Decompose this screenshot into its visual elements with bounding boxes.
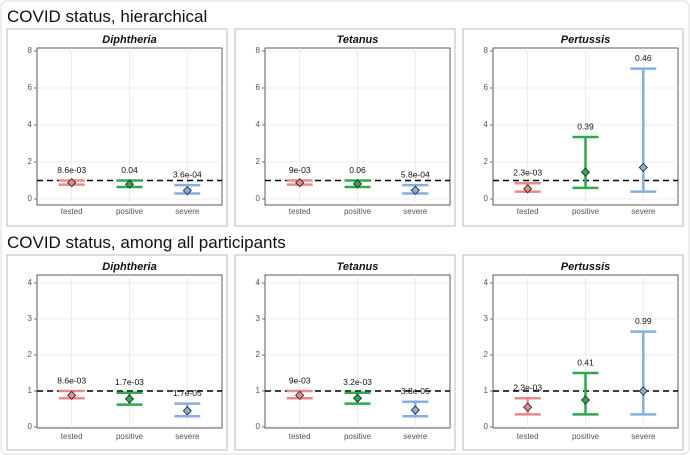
point-estimate [638,386,648,396]
x-tick-label: severe [403,207,428,216]
y-tick-label: 8 [28,46,33,55]
y-tick-label: 8 [256,46,261,55]
point-estimate [410,185,420,195]
x-tick-label: positive [572,432,600,441]
panel-title: Pertussis [561,261,611,273]
p-value-label: 8.6e-03 [57,165,86,175]
x-tick-label: severe [631,207,656,216]
point-estimate [124,179,135,189]
y-tick-label: 2 [484,350,489,359]
panel-title: Diphtheria [102,261,156,273]
p-value-label: 8.6e-03 [57,375,86,385]
x-tick-label: tested [289,207,311,216]
point-estimate [182,406,192,416]
point-estimate [580,167,591,177]
point-estimate [182,186,192,196]
p-value-label: 9e-03 [289,375,311,385]
panel-title: Pertussis [561,34,611,46]
point-estimate [523,184,533,194]
y-tick-label: 4 [256,120,261,129]
y-tick-label: 6 [28,83,33,92]
x-tick-label: tested [517,207,539,216]
y-tick-label: 2 [28,157,33,166]
section-title: COVID status, among all participants [7,233,286,252]
point-estimate [124,394,135,404]
y-tick-label: 3 [256,314,261,323]
point-estimate [295,178,305,188]
y-tick-label: 6 [256,83,261,92]
y-tick-label: 2 [256,350,261,359]
p-value-label: 1.7e-03 [115,377,144,387]
y-tick-label: 0 [28,194,33,203]
point-estimate [352,179,363,189]
y-tick-label: 8 [484,46,489,55]
p-value-label: 0.04 [121,165,138,175]
p-value-label: 0.06 [349,165,366,175]
y-tick-label: 0 [256,194,261,203]
p-value-label: 3.8e-05 [401,386,430,396]
p-value-label: 5.8e-04 [401,169,430,179]
y-tick-label: 1 [256,386,261,395]
p-value-label: 2.3e-03 [513,382,542,392]
p-value-label: 2.3e-03 [513,168,542,178]
point-estimate [410,405,420,415]
y-tick-label: 6 [484,83,489,92]
y-tick-label: 1 [484,386,489,395]
y-tick-label: 4 [28,120,33,129]
y-tick-label: 4 [484,278,489,287]
section-title: COVID status, hierarchical [7,7,207,26]
p-value-label: 0.46 [635,53,652,63]
y-tick-label: 0 [256,422,261,431]
point-estimate [67,178,77,188]
y-tick-label: 2 [256,157,261,166]
point-estimate [523,402,533,412]
point-estimate [352,393,363,403]
y-tick-label: 0 [484,194,489,203]
x-tick-label: tested [289,432,311,441]
panel-title: Tetanus [337,261,379,273]
y-tick-label: 3 [484,314,489,323]
p-value-label: 1.7e-05 [173,388,202,398]
x-tick-label: positive [116,207,144,216]
y-tick-label: 2 [28,350,33,359]
p-value-label: 3.6e-04 [173,169,202,179]
p-value-label: 0.99 [635,316,652,326]
x-tick-label: severe [631,432,656,441]
x-tick-label: severe [175,432,200,441]
panel-title: Tetanus [337,34,379,46]
x-tick-label: positive [116,432,144,441]
y-tick-label: 4 [484,120,489,129]
point-estimate [67,390,77,400]
y-tick-label: 0 [28,422,33,431]
x-tick-label: positive [344,432,372,441]
panel-title: Diphtheria [102,34,156,46]
x-tick-label: tested [517,432,539,441]
y-tick-label: 1 [28,386,33,395]
y-tick-label: 0 [484,422,489,431]
y-tick-label: 4 [28,278,33,287]
x-tick-label: positive [572,207,600,216]
point-estimate [638,162,648,173]
point-estimate [580,395,591,405]
y-tick-label: 3 [28,314,33,323]
x-tick-label: tested [61,207,83,216]
point-estimate [295,390,305,400]
x-tick-label: severe [403,432,428,441]
p-value-label: 9e-03 [289,165,311,175]
x-tick-label: severe [175,207,200,216]
x-tick-label: tested [61,432,83,441]
y-tick-label: 2 [484,157,489,166]
y-tick-label: 4 [256,278,261,287]
p-value-label: 0.39 [577,121,594,131]
p-value-label: 3.2e-03 [343,377,372,387]
x-tick-label: positive [344,207,372,216]
p-value-label: 0.41 [577,357,594,367]
